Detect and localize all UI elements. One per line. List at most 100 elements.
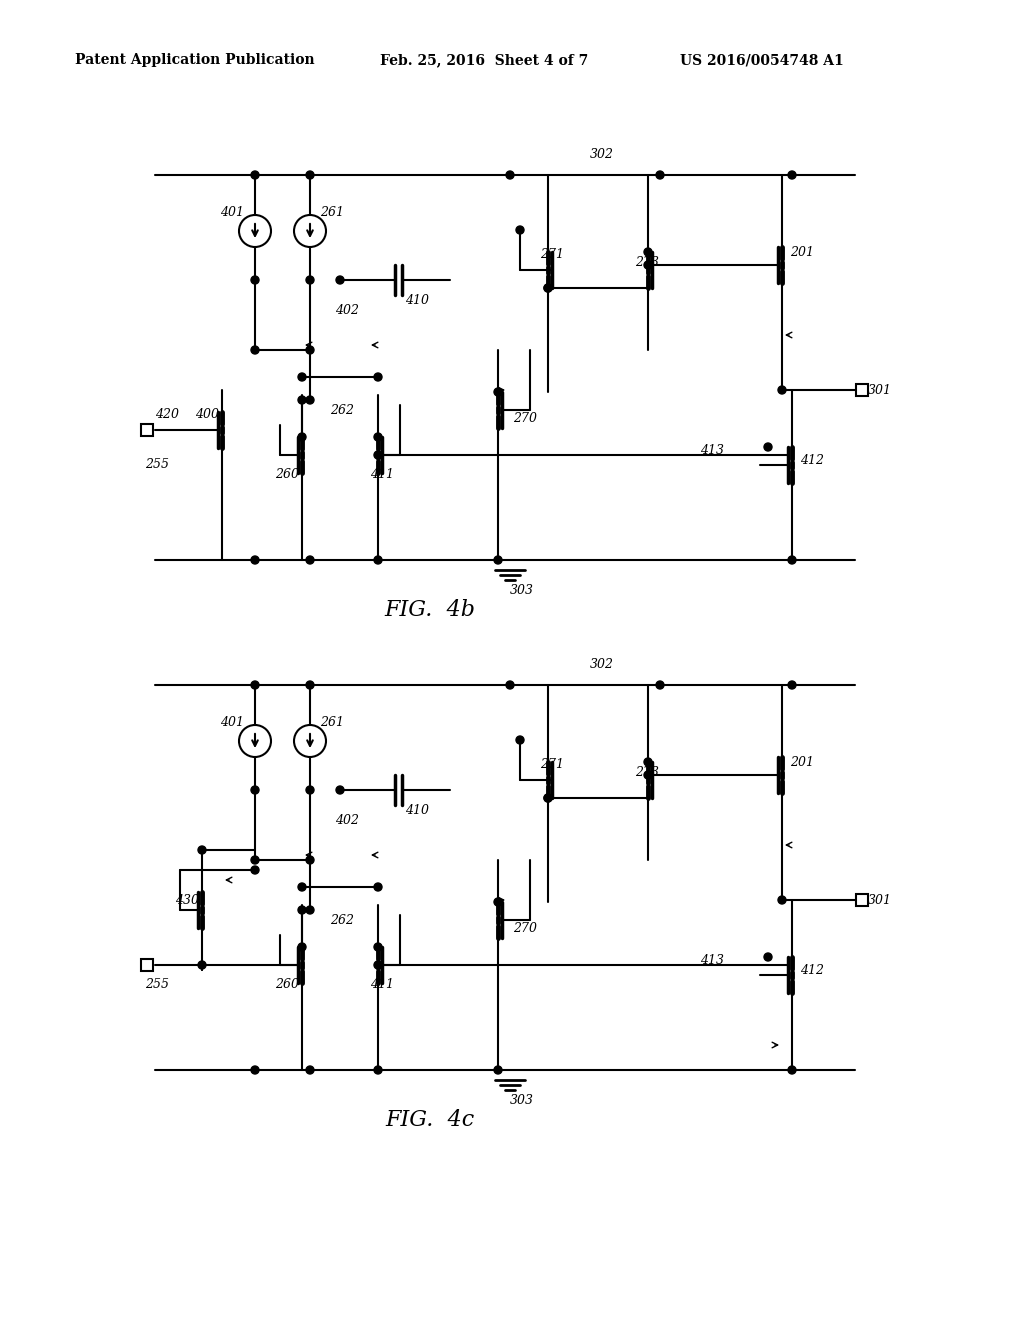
Text: 270: 270 bbox=[513, 921, 537, 935]
Text: Feb. 25, 2016  Sheet 4 of 7: Feb. 25, 2016 Sheet 4 of 7 bbox=[380, 53, 588, 67]
Text: 262: 262 bbox=[330, 404, 354, 417]
Text: 261: 261 bbox=[319, 715, 344, 729]
Circle shape bbox=[764, 444, 772, 451]
Circle shape bbox=[516, 226, 524, 234]
Circle shape bbox=[251, 866, 259, 874]
Text: 401: 401 bbox=[220, 206, 244, 219]
Circle shape bbox=[306, 855, 314, 865]
Circle shape bbox=[306, 172, 314, 180]
Bar bbox=[141, 960, 153, 972]
Circle shape bbox=[306, 681, 314, 689]
Text: 412: 412 bbox=[800, 964, 824, 977]
Circle shape bbox=[306, 556, 314, 564]
Bar bbox=[141, 424, 153, 436]
Circle shape bbox=[778, 896, 786, 904]
Circle shape bbox=[788, 1067, 796, 1074]
Circle shape bbox=[788, 556, 796, 564]
Circle shape bbox=[788, 172, 796, 180]
Circle shape bbox=[656, 681, 664, 689]
Circle shape bbox=[544, 795, 552, 803]
Circle shape bbox=[298, 942, 306, 950]
Circle shape bbox=[298, 433, 306, 441]
Circle shape bbox=[198, 846, 206, 854]
Text: 201: 201 bbox=[790, 247, 814, 260]
Circle shape bbox=[306, 276, 314, 284]
Text: 401: 401 bbox=[220, 715, 244, 729]
Circle shape bbox=[644, 771, 652, 779]
Circle shape bbox=[251, 855, 259, 865]
Text: 262: 262 bbox=[330, 913, 354, 927]
Circle shape bbox=[336, 276, 344, 284]
Circle shape bbox=[778, 385, 786, 393]
Circle shape bbox=[374, 433, 382, 441]
Text: 302: 302 bbox=[590, 659, 614, 672]
Text: Patent Application Publication: Patent Application Publication bbox=[75, 53, 314, 67]
Circle shape bbox=[374, 374, 382, 381]
Text: 413: 413 bbox=[700, 444, 724, 457]
Bar bbox=[856, 384, 868, 396]
Text: 420: 420 bbox=[155, 408, 179, 421]
Circle shape bbox=[494, 556, 502, 564]
Text: 410: 410 bbox=[406, 804, 429, 817]
Text: 301: 301 bbox=[868, 384, 892, 396]
Text: 303: 303 bbox=[510, 583, 534, 597]
Circle shape bbox=[306, 396, 314, 404]
Text: 413: 413 bbox=[700, 953, 724, 966]
Circle shape bbox=[306, 785, 314, 795]
Circle shape bbox=[544, 284, 552, 292]
Circle shape bbox=[306, 346, 314, 354]
Circle shape bbox=[506, 172, 514, 180]
Text: 273: 273 bbox=[635, 766, 659, 779]
Text: 411: 411 bbox=[370, 978, 394, 991]
Circle shape bbox=[251, 1067, 259, 1074]
Circle shape bbox=[506, 681, 514, 689]
Circle shape bbox=[251, 276, 259, 284]
Circle shape bbox=[251, 346, 259, 354]
Circle shape bbox=[298, 374, 306, 381]
Circle shape bbox=[374, 942, 382, 950]
Circle shape bbox=[251, 785, 259, 795]
Text: 412: 412 bbox=[800, 454, 824, 466]
Circle shape bbox=[494, 1067, 502, 1074]
Text: 302: 302 bbox=[590, 149, 614, 161]
Text: FIG.  4b: FIG. 4b bbox=[384, 599, 475, 620]
Circle shape bbox=[656, 172, 664, 180]
Text: US 2016/0054748 A1: US 2016/0054748 A1 bbox=[680, 53, 844, 67]
Text: 261: 261 bbox=[319, 206, 344, 219]
Text: 201: 201 bbox=[790, 756, 814, 770]
Circle shape bbox=[516, 737, 524, 744]
Circle shape bbox=[374, 451, 382, 459]
Circle shape bbox=[298, 906, 306, 913]
Circle shape bbox=[544, 795, 552, 803]
Circle shape bbox=[251, 681, 259, 689]
Circle shape bbox=[336, 785, 344, 795]
Bar bbox=[856, 894, 868, 906]
Text: 301: 301 bbox=[868, 894, 892, 907]
Circle shape bbox=[306, 1067, 314, 1074]
Circle shape bbox=[374, 1067, 382, 1074]
Text: 255: 255 bbox=[145, 458, 169, 471]
Circle shape bbox=[494, 898, 502, 906]
Text: 400: 400 bbox=[195, 408, 219, 421]
Text: 411: 411 bbox=[370, 469, 394, 482]
Circle shape bbox=[764, 953, 772, 961]
Circle shape bbox=[544, 284, 552, 292]
Text: 303: 303 bbox=[510, 1093, 534, 1106]
Text: 260: 260 bbox=[275, 469, 299, 482]
Circle shape bbox=[298, 396, 306, 404]
Circle shape bbox=[644, 248, 652, 256]
Circle shape bbox=[374, 961, 382, 969]
Circle shape bbox=[788, 681, 796, 689]
Circle shape bbox=[644, 261, 652, 269]
Circle shape bbox=[374, 556, 382, 564]
Circle shape bbox=[251, 172, 259, 180]
Text: 260: 260 bbox=[275, 978, 299, 991]
Text: FIG.  4c: FIG. 4c bbox=[385, 1109, 475, 1131]
Text: 271: 271 bbox=[540, 248, 564, 261]
Text: 402: 402 bbox=[335, 813, 359, 826]
Circle shape bbox=[251, 556, 259, 564]
Circle shape bbox=[494, 388, 502, 396]
Circle shape bbox=[306, 906, 314, 913]
Text: 430: 430 bbox=[175, 894, 199, 907]
Text: 273: 273 bbox=[635, 256, 659, 268]
